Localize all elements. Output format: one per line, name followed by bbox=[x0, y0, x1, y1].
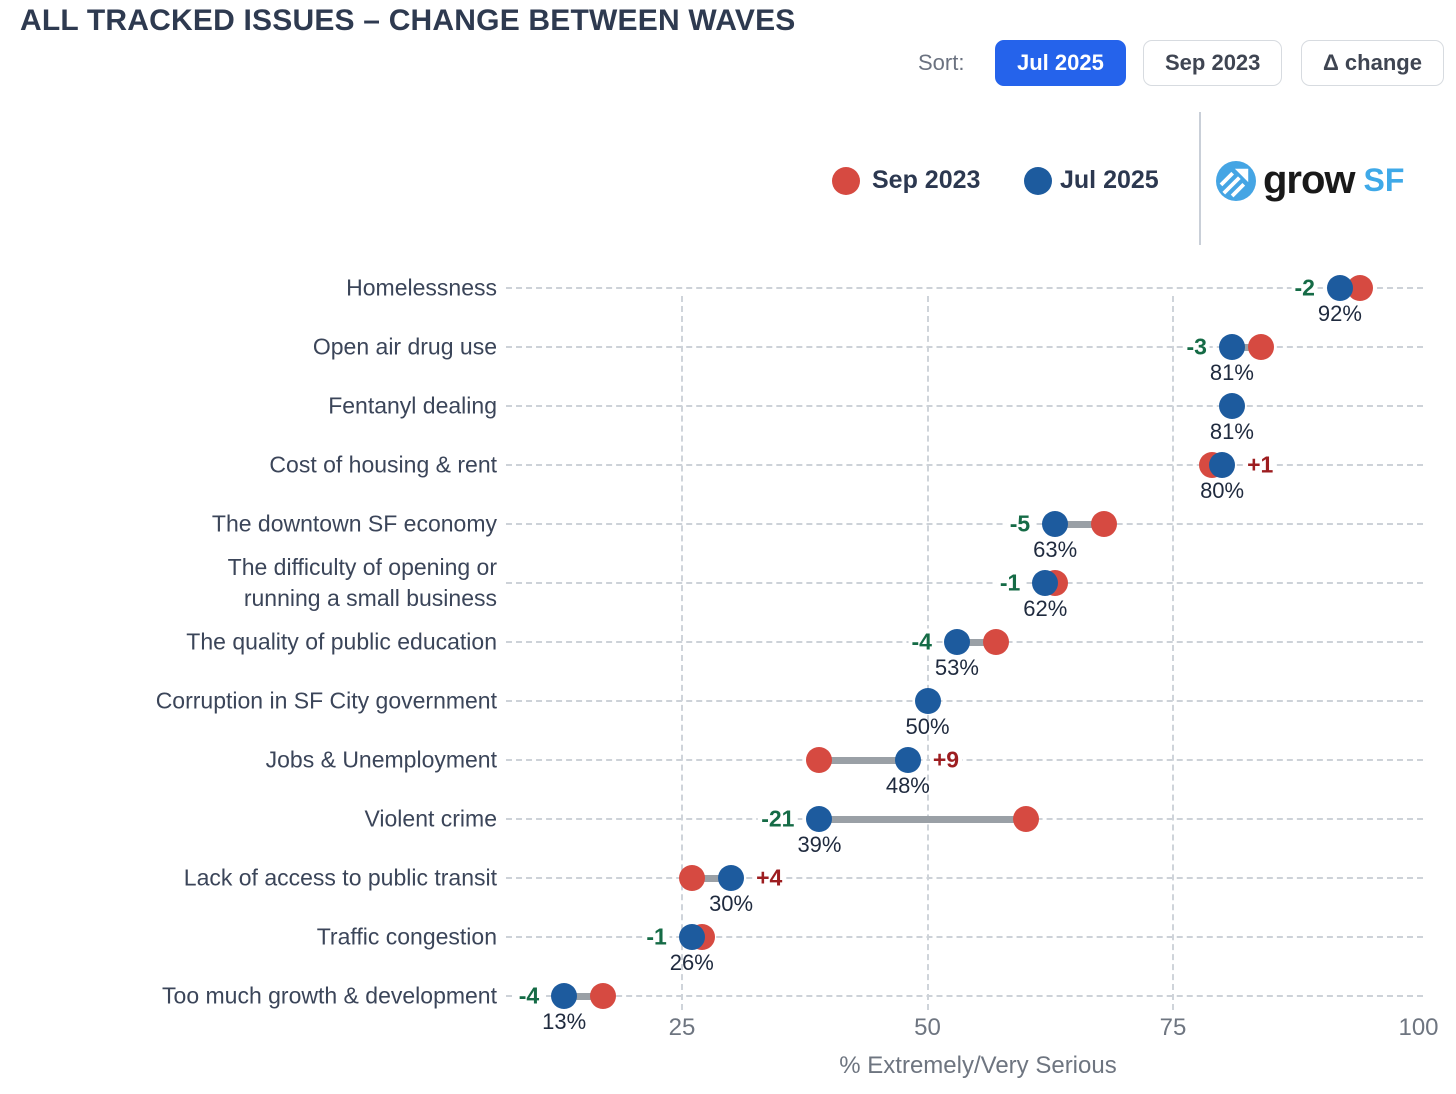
change-label: -2 bbox=[1291, 274, 1318, 302]
value-label: 92% bbox=[1317, 301, 1362, 326]
row-gridline bbox=[506, 759, 1423, 761]
dumbbell-connector bbox=[819, 815, 1026, 823]
dot-jul2025 bbox=[718, 865, 745, 891]
value-label: 62% bbox=[1023, 596, 1068, 621]
legend-dot-sep2023 bbox=[832, 167, 860, 195]
change-label: +1 bbox=[1244, 451, 1277, 479]
category-label: Too much growth & development bbox=[162, 982, 497, 1009]
x-tick-label: 25 bbox=[668, 1014, 696, 1041]
dot-sep2023 bbox=[983, 629, 1010, 655]
change-label: -1 bbox=[643, 923, 670, 951]
legend-divider bbox=[1199, 112, 1201, 245]
change-label: -21 bbox=[758, 805, 798, 833]
dot-jul2025 bbox=[943, 629, 970, 655]
category-label: The downtown SF economy bbox=[211, 510, 497, 537]
row-gridline bbox=[506, 700, 1423, 702]
category-label: Fentanyl dealing bbox=[328, 392, 497, 419]
dot-sep2023 bbox=[1091, 511, 1118, 537]
dumbbell-connector bbox=[819, 756, 908, 764]
value-label: 81% bbox=[1209, 360, 1254, 385]
change-label: -4 bbox=[515, 982, 543, 1010]
growsf-logo-word: grow bbox=[1263, 158, 1356, 202]
dot-jul2025 bbox=[1032, 570, 1059, 596]
category-label: Traffic congestion bbox=[316, 923, 497, 950]
value-label: 53% bbox=[934, 655, 979, 680]
row-gridline bbox=[506, 287, 1423, 289]
value-label: 63% bbox=[1033, 537, 1078, 562]
dumbbell-connector bbox=[1055, 520, 1105, 528]
row-gridline bbox=[506, 346, 1423, 348]
legend-label-sep2023: Sep 2023 bbox=[872, 166, 981, 194]
category-label: Violent crime bbox=[364, 805, 497, 832]
category-label: Lack of access to public transit bbox=[183, 864, 497, 891]
sort-button-sep-2023[interactable]: Sep 2023 bbox=[1143, 40, 1283, 86]
x-tick-label: 50 bbox=[914, 1014, 941, 1041]
value-label: 80% bbox=[1200, 478, 1245, 503]
dumbbell-connector bbox=[956, 638, 997, 646]
value-label: 13% bbox=[542, 1009, 587, 1034]
row-gridline bbox=[506, 582, 1423, 584]
legend-label-jul2025: Jul 2025 bbox=[1060, 166, 1159, 194]
sort-label: Sort: bbox=[918, 50, 965, 75]
dot-sep2023 bbox=[678, 865, 705, 891]
category-label: Cost of housing & rent bbox=[269, 451, 497, 478]
value-label: 39% bbox=[797, 832, 842, 857]
growsf-logo-suffix: SF bbox=[1363, 162, 1405, 198]
sort-button-jul-2025[interactable]: Jul 2025 bbox=[995, 40, 1126, 86]
sort-button-delta-change[interactable]: Δ change bbox=[1301, 40, 1444, 86]
vertical-gridline bbox=[1172, 296, 1174, 1010]
growsf-logo-icon bbox=[1216, 160, 1256, 201]
dumbbell-connector bbox=[1231, 343, 1262, 351]
dot-jul2025 bbox=[1218, 334, 1245, 360]
dot-jul2025 bbox=[1042, 511, 1069, 537]
dot-jul2025 bbox=[806, 806, 833, 832]
value-label: 81% bbox=[1209, 419, 1254, 444]
x-axis-title: % Extremely/Very Serious bbox=[839, 1052, 1117, 1079]
dot-jul2025 bbox=[1209, 452, 1236, 478]
row-gridline bbox=[506, 877, 1423, 879]
x-tick-label: 75 bbox=[1159, 1014, 1187, 1041]
category-label: Jobs & Unemployment bbox=[265, 746, 497, 773]
category-label: The difficulty of opening or running a sm… bbox=[227, 554, 497, 611]
dot-jul2025 bbox=[678, 924, 705, 950]
dumbbell-connector bbox=[564, 992, 604, 1000]
value-label: 48% bbox=[885, 773, 930, 798]
value-label: 30% bbox=[709, 891, 754, 916]
vertical-gridline bbox=[681, 296, 683, 1010]
value-label: 50% bbox=[905, 714, 950, 739]
page-title: ALL TRACKED ISSUES – CHANGE BETWEEN WAVE… bbox=[20, 4, 796, 37]
row-gridline bbox=[506, 995, 1423, 997]
change-label: +9 bbox=[929, 746, 963, 774]
growsf-logo[interactable]: grow SF bbox=[1216, 158, 1404, 203]
dot-jul2025 bbox=[894, 747, 921, 773]
row-gridline bbox=[506, 523, 1423, 525]
dumbbell-connector bbox=[691, 874, 732, 882]
value-label: 26% bbox=[669, 950, 714, 975]
category-label: Open air drug use bbox=[312, 333, 497, 360]
dot-jul2025 bbox=[914, 688, 941, 714]
change-label: -5 bbox=[1006, 510, 1034, 538]
change-label: -3 bbox=[1183, 333, 1210, 361]
row-gridline bbox=[506, 464, 1423, 466]
dot-sep2023 bbox=[590, 983, 617, 1009]
row-gridline bbox=[506, 405, 1423, 407]
dot-sep2023 bbox=[806, 747, 833, 773]
dot-jul2025 bbox=[551, 983, 578, 1009]
category-label: Homelessness bbox=[346, 274, 497, 301]
dot-sep2023 bbox=[1012, 806, 1039, 832]
x-tick-label: 100 bbox=[1398, 1014, 1439, 1041]
dot-sep2023 bbox=[1248, 334, 1275, 360]
change-label: -4 bbox=[908, 628, 935, 656]
category-label: The quality of public education bbox=[186, 628, 497, 655]
category-label: Corruption in SF City government bbox=[155, 687, 497, 714]
dot-jul2025 bbox=[1218, 393, 1245, 419]
legend-dot-jul2025 bbox=[1024, 167, 1052, 195]
change-label: -1 bbox=[996, 569, 1024, 597]
change-label: +4 bbox=[753, 864, 786, 892]
row-gridline bbox=[506, 936, 1423, 938]
dot-jul2025 bbox=[1326, 275, 1353, 301]
